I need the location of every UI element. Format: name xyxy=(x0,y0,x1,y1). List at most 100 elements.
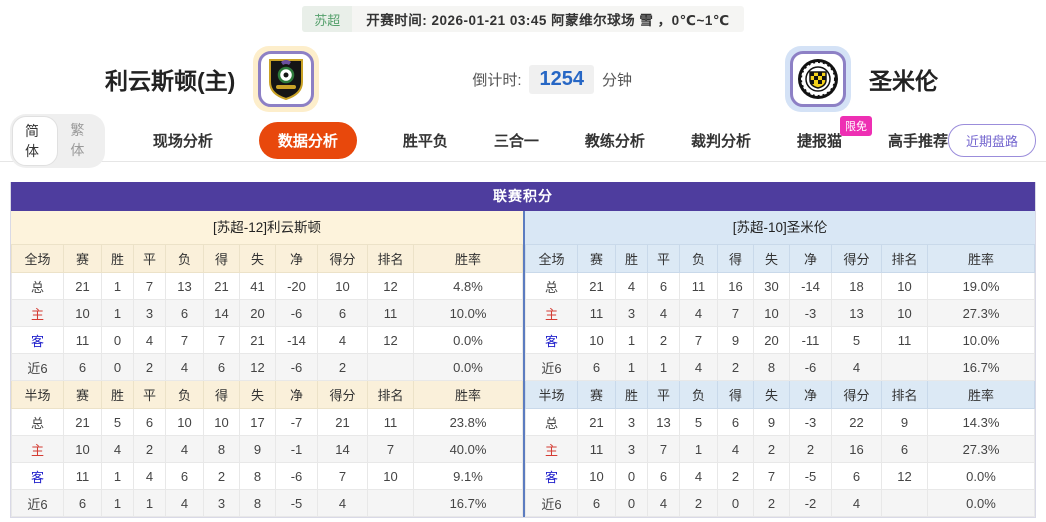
stat-cell: -6 xyxy=(789,353,832,381)
stat-cell: 0 xyxy=(615,489,648,517)
stats-header-cell: 失 xyxy=(239,244,276,273)
stats-header-cell: 失 xyxy=(753,244,790,273)
stat-cell: 2 xyxy=(717,353,754,381)
stat-cell: 6 xyxy=(881,435,928,463)
stat-cell: 10 xyxy=(203,408,240,436)
stats-header-cell: 平 xyxy=(647,380,680,409)
stat-cell: 0.0% xyxy=(413,353,523,381)
stat-cell: 10 xyxy=(63,435,102,463)
stat-cell: 10 xyxy=(881,272,928,300)
stat-cell: 0.0% xyxy=(413,326,523,354)
stat-cell: 2 xyxy=(753,435,790,463)
stat-cell: 4 xyxy=(647,489,680,517)
stat-cell: -20 xyxy=(275,272,318,300)
stat-cell: 5 xyxy=(831,326,882,354)
stat-cell: 5 xyxy=(101,408,134,436)
stat-cell: 7 xyxy=(679,326,718,354)
tab-2[interactable]: 数据分析 xyxy=(258,122,357,159)
stat-cell: 2 xyxy=(203,462,240,490)
stat-cell: 9 xyxy=(881,408,928,436)
stat-cell: 10.0% xyxy=(927,326,1035,354)
league-chip: 苏超 xyxy=(302,6,353,32)
row-label: 总 xyxy=(11,408,64,436)
stat-cell: 9.1% xyxy=(413,462,523,490)
stats-row: 客 11 0 4 7 7 21 -14 4 12 0.0% xyxy=(11,326,523,354)
tab-7[interactable]: 捷报猫 限免 xyxy=(797,116,872,151)
stat-cell: 7 xyxy=(165,326,204,354)
stat-cell: 1 xyxy=(133,489,166,517)
stats-row: 客 10 1 2 7 9 20 -11 5 11 10.0% xyxy=(525,326,1035,354)
stats-header-cell: 负 xyxy=(165,380,204,409)
stat-cell: 21 xyxy=(317,408,368,436)
stat-cell: 13 xyxy=(165,272,204,300)
language-toggle[interactable]: 简体 繁体 xyxy=(10,113,105,168)
stat-cell: 40.0% xyxy=(413,435,523,463)
match-info-bar: 苏超 开赛时间: 2026-01-21 03:45 阿蒙维尔球场 雪 ，0℃~1… xyxy=(0,0,1046,38)
stats-row: 主 11 3 4 4 7 10 -3 13 10 27.3% xyxy=(525,299,1035,327)
stat-cell: 9 xyxy=(753,408,790,436)
team-header-row: 利云斯顿(主) 倒计时: 1254 分钟 xyxy=(0,38,1046,120)
stat-cell: 9 xyxy=(239,435,276,463)
stat-cell: 11 xyxy=(679,272,718,300)
stat-cell: 8 xyxy=(239,462,276,490)
stat-cell xyxy=(367,353,414,381)
stat-cell: 1 xyxy=(615,326,648,354)
stats-row: 总 21 5 6 10 10 17 -7 21 11 23.8% xyxy=(11,408,523,436)
stat-cell: 6 xyxy=(831,462,882,490)
stat-cell: 7 xyxy=(753,462,790,490)
stat-cell: 0 xyxy=(615,462,648,490)
stat-cell: 10 xyxy=(577,462,616,490)
stats-row: 客 11 1 4 6 2 8 -6 7 10 9.1% xyxy=(11,462,523,490)
stat-cell: 2 xyxy=(647,326,680,354)
stats-header-cell: 失 xyxy=(239,380,276,409)
stat-cell: 20 xyxy=(239,299,276,327)
stats-header-cell: 半场 xyxy=(11,380,64,409)
league-points-body: [苏超-12]利云斯顿 全场赛胜平负得失净得分 排名 胜率总 21 1 7 13 21 41 -20… xyxy=(11,211,1035,517)
stat-cell: 17 xyxy=(239,408,276,436)
tab-8[interactable]: 高手推荐 xyxy=(887,133,948,150)
row-label: 主 xyxy=(525,435,578,463)
tab-6[interactable]: 裁判分析 xyxy=(690,133,751,150)
lang-traditional[interactable]: 繁体 xyxy=(70,121,85,158)
stats-header-cell: 负 xyxy=(165,244,204,273)
tab-5[interactable]: 教练分析 xyxy=(584,133,645,150)
stat-cell: 6 xyxy=(133,408,166,436)
stat-cell: 6 xyxy=(165,299,204,327)
stat-cell: 6 xyxy=(717,408,754,436)
stats-header-cell: 平 xyxy=(133,244,166,273)
stat-cell: 4 xyxy=(317,489,368,517)
row-label: 主 xyxy=(11,435,64,463)
countdown-label: 倒计时: xyxy=(472,71,522,89)
lang-simplified[interactable]: 简体 xyxy=(12,115,59,166)
tab-4[interactable]: 三合一 xyxy=(493,133,539,150)
tab-1[interactable]: 现场分析 xyxy=(152,133,213,150)
tab-3[interactable]: 胜平负 xyxy=(402,133,448,150)
stat-cell xyxy=(881,353,928,381)
row-label: 近6 xyxy=(525,489,578,517)
row-label: 客 xyxy=(11,326,64,354)
stat-cell: -7 xyxy=(275,408,318,436)
stat-cell: 16 xyxy=(717,272,754,300)
stat-cell: 0 xyxy=(717,489,754,517)
stat-cell: -1 xyxy=(275,435,318,463)
stat-cell: 14 xyxy=(203,299,240,327)
stats-header-cell: 胜率 xyxy=(413,380,523,409)
stat-cell: -14 xyxy=(789,272,832,300)
stat-cell: 0 xyxy=(101,353,134,381)
stats-row: 总 21 1 7 13 21 41 -20 10 12 4.8% xyxy=(11,272,523,300)
stat-cell: 11 xyxy=(367,408,414,436)
stat-cell: 4 xyxy=(679,299,718,327)
stats-header-cell: 负 xyxy=(679,380,718,409)
st-mirren-crest-icon xyxy=(790,51,846,107)
away-team-table-header: [苏超-10]圣米伦 xyxy=(525,211,1035,244)
stat-cell: -5 xyxy=(789,462,832,490)
stat-cell: 4 xyxy=(165,489,204,517)
stat-cell: 1 xyxy=(101,272,134,300)
stats-header-cell: 赛 xyxy=(63,244,102,273)
stat-cell xyxy=(367,489,414,517)
stats-header-cell: 胜 xyxy=(101,380,134,409)
away-team-badge xyxy=(785,46,851,112)
recent-odds-button[interactable]: 近期盘路 xyxy=(947,124,1036,157)
stat-cell: 11 xyxy=(577,435,616,463)
stats-header-cell: 半场 xyxy=(525,380,578,409)
